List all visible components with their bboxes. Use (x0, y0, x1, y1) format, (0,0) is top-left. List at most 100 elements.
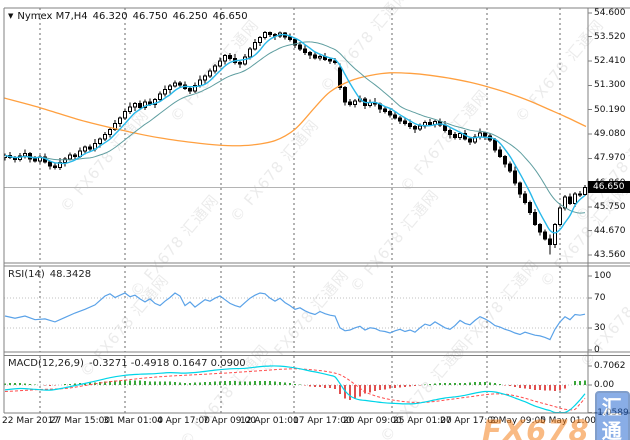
candle-bull (223, 55, 227, 62)
rsi-line (4, 292, 586, 341)
fx678-logo-text: FX678 (482, 414, 590, 440)
candle-bear (398, 117, 402, 122)
site-logo: FX678 汇通网 (482, 391, 630, 440)
candle-bear (503, 156, 507, 165)
candle-bull (98, 138, 102, 144)
panel-splitter-main-rsi[interactable] (0, 261, 630, 266)
candle-bull (418, 125, 422, 130)
candle-bull (583, 186, 587, 195)
candle-bull (203, 75, 207, 81)
current-price-tag: 46.650 (588, 181, 630, 194)
macd-signal-line (4, 368, 586, 411)
candle-bear (73, 154, 77, 157)
huitong-logo-badge: 汇通网 (594, 391, 630, 440)
candle-bull (23, 153, 27, 157)
candle-bull (4, 154, 7, 159)
candle-bull (213, 65, 217, 72)
candle-bull (108, 129, 112, 136)
candle-bear (448, 129, 452, 136)
candle-bull (473, 136, 477, 143)
candle-bear (508, 163, 512, 172)
candle-bear (513, 170, 517, 184)
candle-bull (153, 99, 157, 106)
candle-bear (483, 132, 487, 137)
candle-bear (443, 124, 447, 131)
candle-bull (248, 48, 252, 58)
candle-bull (193, 84, 197, 92)
candle-bear (138, 102, 142, 108)
ma-mid-line (4, 41, 586, 214)
candle-bear (498, 149, 502, 158)
candle-bear (33, 158, 37, 162)
candle-bull (68, 154, 72, 160)
candle-bear (228, 55, 232, 60)
symbol-dropdown-icon[interactable]: ▼ (8, 12, 14, 20)
candle-bull (173, 82, 177, 87)
candle-bull (143, 101, 147, 108)
candle-bear (53, 165, 57, 169)
candle-bear (523, 193, 527, 204)
candle-bear (328, 58, 332, 62)
candle-bull (103, 134, 107, 140)
candle-bull (208, 70, 212, 77)
candle-bull (113, 123, 117, 131)
candle-bull (163, 89, 167, 95)
ma-long-line (4, 72, 587, 147)
candle-bull (263, 32, 267, 39)
candle-bear (413, 126, 417, 130)
candle-bear (238, 61, 242, 65)
candle-bull (258, 37, 262, 44)
candle-bear (293, 39, 297, 46)
candle-bear (453, 134, 457, 139)
candle-bear (568, 196, 572, 205)
candle-bear (468, 138, 472, 143)
candle-bull (198, 79, 202, 86)
candle-bear (518, 182, 522, 195)
candle-bear (388, 111, 392, 116)
ma-fast-line (4, 33, 586, 234)
candle-bear (178, 82, 182, 86)
candle-bear (533, 211, 537, 226)
candle-bull (123, 111, 127, 119)
rsi-panel[interactable] (4, 266, 588, 352)
candle-bear (528, 202, 532, 213)
candle-bull (353, 100, 357, 106)
candle-bear (88, 146, 92, 150)
candle-bull (168, 85, 172, 91)
candle-bear (543, 231, 547, 240)
candle-bull (133, 102, 137, 108)
candle-bear (308, 51, 312, 56)
candle-bull (118, 117, 122, 125)
candle-bear (493, 139, 497, 151)
candle-bear (538, 224, 542, 233)
candle-bull (83, 146, 87, 152)
candle-bear (578, 193, 582, 196)
candle-bear (403, 120, 407, 125)
candle-bear (408, 123, 412, 128)
candle-bull (253, 42, 257, 50)
candle-bull (573, 193, 577, 205)
candle-bull (158, 93, 162, 101)
panel-splitter-rsi-macd[interactable] (0, 350, 630, 355)
candle-bull (563, 196, 567, 209)
candle-bear (288, 36, 292, 41)
candle-bear (188, 88, 192, 92)
candle-bear (348, 101, 352, 106)
main-panel[interactable] (4, 8, 589, 263)
candle-bear (313, 54, 317, 59)
candle-bear (383, 108, 387, 113)
candle-bear (48, 161, 52, 167)
candle-bear (428, 122, 432, 125)
macd-main-line (4, 365, 586, 413)
candle-bear (343, 87, 347, 103)
candle-bear (393, 114, 397, 119)
candle-bear (338, 67, 342, 89)
candle-bull (318, 55, 322, 59)
macd-panel[interactable] (4, 356, 588, 413)
candle-bull (128, 106, 132, 113)
candle-bull (218, 60, 222, 67)
candle-bear (548, 238, 552, 245)
candle-bull (558, 207, 562, 226)
